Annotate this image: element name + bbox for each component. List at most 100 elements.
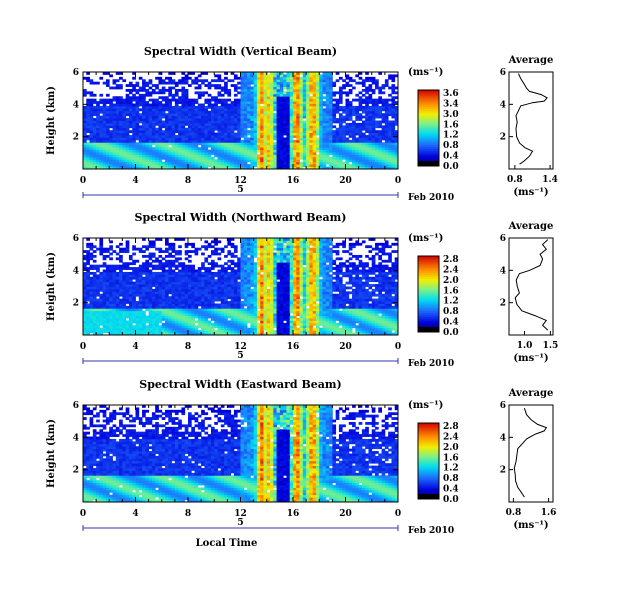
heatmap-cell <box>138 113 143 117</box>
heatmap-cell <box>365 79 369 83</box>
heatmap-cell <box>148 130 153 134</box>
heatmap-cell <box>230 276 235 280</box>
heatmap-cell <box>355 105 360 109</box>
heatmap-cell <box>181 76 186 80</box>
heatmap-cell <box>148 144 153 148</box>
heatmap-cell <box>161 154 166 158</box>
heatmap-cell <box>384 137 389 141</box>
heatmap-cell <box>86 284 90 287</box>
heatmap-cell <box>135 303 140 307</box>
heatmap-cell <box>381 152 386 155</box>
heatmap-cell <box>309 79 314 83</box>
heatmap-cell <box>378 149 382 153</box>
heatmap-cell <box>151 156 156 160</box>
heatmap-cell <box>270 161 274 165</box>
heatmap-cell <box>230 110 235 114</box>
heatmap-cell <box>122 301 127 304</box>
heatmap-cell <box>102 293 107 297</box>
heatmap-cell <box>171 296 176 300</box>
heatmap-cell <box>132 271 136 275</box>
heatmap-cell <box>105 79 110 83</box>
heatmap-cell <box>378 120 382 124</box>
heatmap-cell <box>109 279 113 283</box>
heatmap-cell <box>345 98 350 102</box>
heatmap-cell <box>325 74 330 78</box>
heatmap-cell <box>276 154 281 158</box>
heatmap-cell <box>368 135 373 138</box>
heatmap-cell <box>204 154 209 158</box>
heatmap-cell <box>266 152 271 155</box>
heatmap-cell <box>188 72 192 75</box>
heatmap-cell <box>233 322 238 326</box>
heatmap-cell <box>168 110 172 114</box>
heatmap-cell <box>115 96 120 100</box>
heatmap-cell <box>102 161 107 165</box>
heatmap-cell <box>207 279 212 283</box>
heatmap-cell <box>375 86 379 90</box>
heatmap-cell <box>240 254 245 258</box>
heatmap-cell <box>128 325 133 329</box>
heatmap-cell <box>99 142 104 146</box>
heatmap-cell <box>197 315 202 319</box>
colorbar-segment <box>418 126 439 129</box>
heatmap-cell <box>109 274 113 278</box>
heatmap-cell <box>348 164 353 167</box>
heatmap-cell <box>237 81 241 85</box>
heatmap-cell <box>115 322 120 326</box>
heatmap-cell <box>394 142 399 146</box>
heatmap-cell <box>204 322 209 326</box>
heatmap-cell <box>289 166 294 170</box>
heatmap-cell <box>335 154 340 158</box>
heatmap-cell <box>174 115 179 119</box>
heatmap-cell <box>289 122 294 126</box>
heatmap-cell <box>381 147 386 150</box>
heatmap-cell <box>319 159 323 163</box>
heatmap-cell <box>371 161 376 165</box>
heatmap-cell <box>240 257 245 261</box>
heatmap-cell <box>92 264 97 268</box>
heatmap-cell <box>309 159 314 163</box>
heatmap-cell <box>112 147 117 150</box>
heatmap-cell <box>158 247 163 251</box>
heatmap-cell <box>201 130 205 134</box>
heatmap-cell <box>240 108 245 112</box>
heatmap-cell <box>89 276 94 280</box>
heatmap-cell <box>384 164 389 167</box>
heatmap-cell <box>263 137 268 141</box>
heatmap-cell <box>89 247 94 251</box>
heatmap-cell <box>99 110 104 114</box>
heatmap-cell <box>161 79 166 83</box>
heatmap-cell <box>148 137 153 141</box>
heatmap-cell <box>135 161 140 165</box>
heatmap-cell <box>371 81 376 85</box>
heatmap-cell <box>105 310 110 314</box>
heatmap-cell <box>224 293 228 297</box>
heatmap-cell <box>132 125 136 129</box>
heatmap-cell <box>178 96 182 100</box>
heatmap-cell <box>273 93 277 97</box>
heatmap-cell <box>217 86 222 90</box>
heatmap-cell <box>201 93 205 97</box>
heatmap-cell <box>289 156 294 160</box>
heatmap-cell <box>332 120 337 124</box>
heatmap-cell <box>115 298 120 302</box>
heatmap-cell <box>230 281 235 285</box>
heatmap-cell <box>194 310 199 314</box>
heatmap-cell <box>109 113 113 117</box>
heatmap-cell <box>306 132 310 136</box>
heatmap-cell <box>240 118 245 121</box>
heatmap-cell <box>128 332 133 336</box>
heatmap-cell <box>135 267 140 270</box>
heatmap-cell <box>155 137 159 141</box>
heatmap-cell <box>293 149 297 153</box>
heatmap-cell <box>86 110 90 114</box>
heatmap-cell <box>148 142 153 146</box>
heatmap-cell <box>125 288 130 292</box>
heatmap-cell <box>158 284 163 287</box>
heatmap-cell <box>358 108 363 112</box>
heatmap-cell <box>270 152 274 155</box>
heatmap-cell <box>135 154 140 158</box>
heatmap-cell <box>224 318 228 321</box>
heatmap-cell <box>125 296 130 300</box>
heatmap-cell <box>342 139 346 143</box>
